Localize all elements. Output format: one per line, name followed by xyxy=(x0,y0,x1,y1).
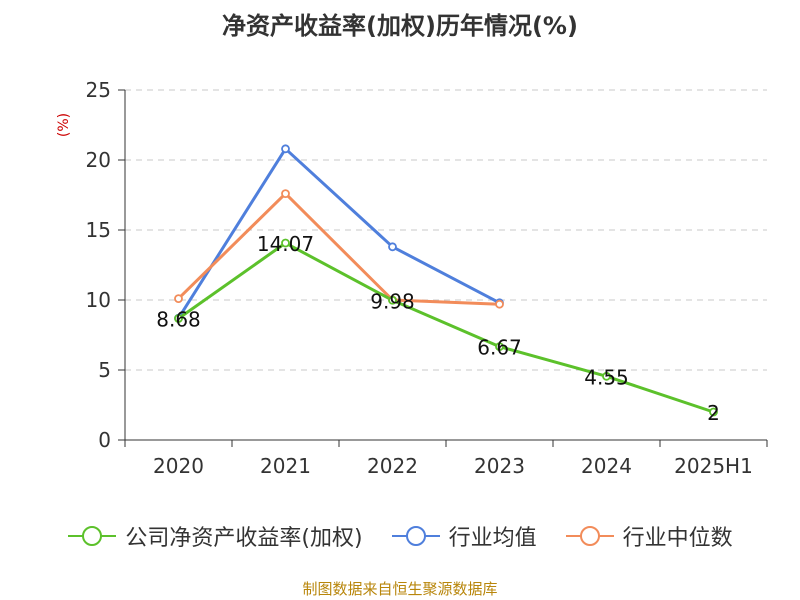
legend-marker-icon xyxy=(391,526,440,546)
data-label: 8.68 xyxy=(156,307,201,331)
data-point[interactable] xyxy=(174,294,183,304)
x-tick-label: 2025H1 xyxy=(674,454,753,478)
data-point[interactable] xyxy=(281,189,290,199)
legend-item-0[interactable]: 公司净资产收益率(加权) xyxy=(67,520,363,552)
y-tick-label: 5 xyxy=(98,358,111,382)
series-line-1 xyxy=(177,147,501,320)
data-point[interactable] xyxy=(495,342,504,352)
legend-label: 公司净资产收益率(加权) xyxy=(125,526,363,551)
x-tick-label: 2022 xyxy=(367,454,418,478)
legend-label: 行业均值 xyxy=(448,526,537,551)
data-point[interactable] xyxy=(388,295,397,305)
series-line-0 xyxy=(177,241,714,414)
legend-label: 行业中位数 xyxy=(622,526,733,551)
legend-marker-icon xyxy=(68,526,117,546)
data-point[interactable] xyxy=(602,371,611,381)
data-point[interactable] xyxy=(388,242,397,252)
data-label: 6.67 xyxy=(477,336,522,360)
data-label: 14.07 xyxy=(257,232,314,256)
y-axis-label: (%) xyxy=(56,113,72,137)
y-tick-label: 10 xyxy=(86,288,111,312)
x-tick-label: 2023 xyxy=(474,454,525,478)
data-label: 4.55 xyxy=(584,365,629,389)
legend-marker-icon xyxy=(565,526,614,546)
legend-item-2[interactable]: 行业中位数 xyxy=(565,520,733,552)
y-tick-label: 20 xyxy=(86,148,111,172)
data-point[interactable] xyxy=(281,144,290,154)
series-line-2 xyxy=(177,192,500,306)
y-tick-label: 0 xyxy=(98,428,111,452)
source-note: 制图数据来自恒生聚源数据库 xyxy=(302,580,498,598)
data-label: 9.98 xyxy=(370,289,415,313)
x-tick-label: 2020 xyxy=(153,454,204,478)
x-tick-label: 2021 xyxy=(260,454,311,478)
data-label: 2 xyxy=(707,401,720,425)
y-tick-label: 15 xyxy=(86,218,111,242)
y-tick-label: 25 xyxy=(86,78,111,102)
data-point[interactable] xyxy=(281,238,290,248)
legend-item-1[interactable]: 行业均值 xyxy=(391,520,537,552)
chart-title: 净资产收益率(加权)历年情况(%) xyxy=(222,12,578,40)
chart-legend: 公司净资产收益率(加权) 行业均值 行业中位数 xyxy=(0,520,800,552)
data-point[interactable] xyxy=(174,314,183,323)
data-point[interactable] xyxy=(709,407,718,417)
x-tick-label: 2024 xyxy=(581,454,632,478)
data-point[interactable] xyxy=(495,299,504,309)
